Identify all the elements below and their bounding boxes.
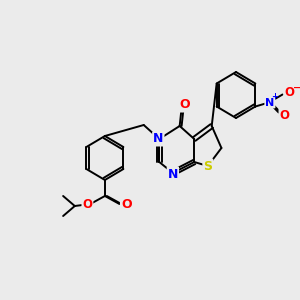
Text: O: O: [179, 98, 190, 112]
Text: N: N: [168, 167, 178, 181]
Text: S: S: [203, 160, 212, 172]
Text: N: N: [265, 98, 274, 107]
Text: O: O: [280, 109, 290, 122]
Text: O: O: [82, 199, 92, 212]
Text: O: O: [284, 86, 294, 99]
Text: +: +: [271, 92, 278, 101]
Text: O: O: [121, 199, 132, 212]
Text: −: −: [293, 82, 300, 92]
Text: N: N: [153, 133, 164, 146]
